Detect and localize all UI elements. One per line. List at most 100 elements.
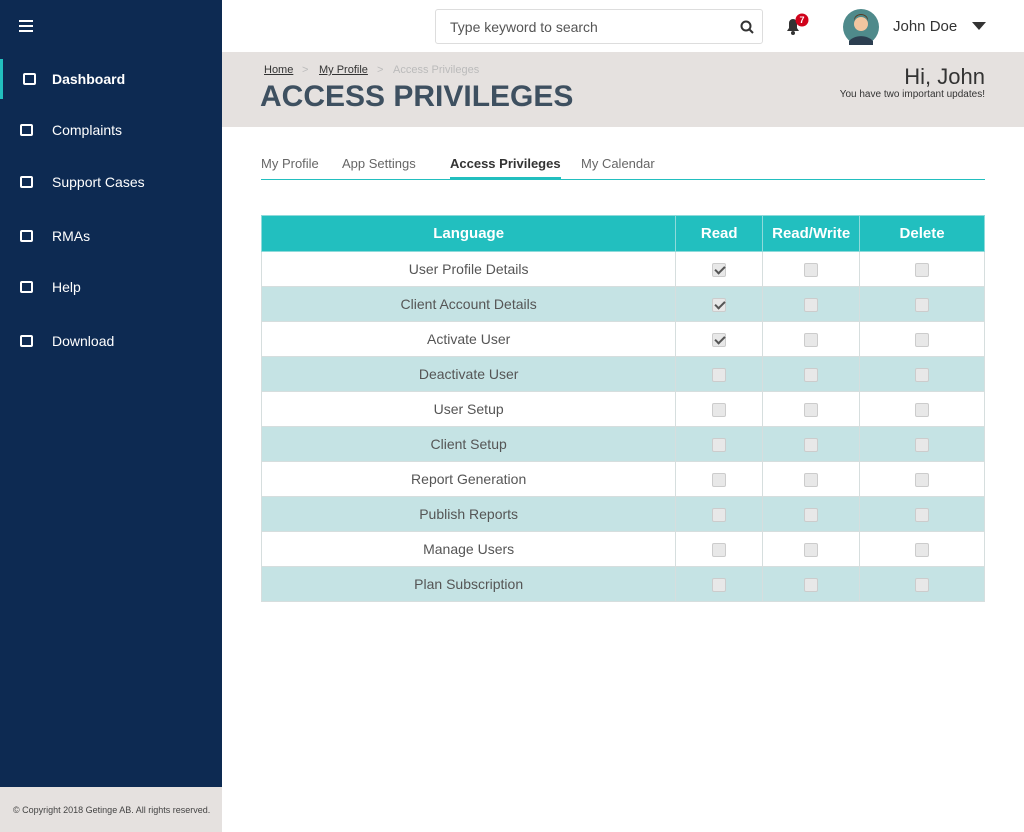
checkbox-cell	[762, 356, 861, 392]
checkbox[interactable]	[712, 333, 727, 348]
nav-label: RMAs	[52, 228, 91, 244]
tab[interactable]: My Calendar	[581, 156, 655, 171]
checkbox-cell	[675, 356, 764, 392]
nav-icon	[23, 73, 36, 85]
checkbox[interactable]	[915, 403, 930, 418]
tab[interactable]: App Settings	[342, 156, 416, 171]
checkbox-cell	[762, 251, 861, 287]
tab-rule	[261, 179, 985, 180]
copyright: © Copyright 2018 Getinge AB. All rights …	[0, 787, 222, 832]
breadcrumb-sep: >	[377, 64, 384, 76]
menu-icon[interactable]	[19, 20, 33, 32]
nav-label: Dashboard	[52, 71, 126, 87]
checkbox[interactable]	[712, 298, 727, 313]
checkbox[interactable]	[915, 298, 930, 313]
checkbox-cell	[675, 461, 764, 497]
privileges-table: Language Read Read/Write Delete User Profile…	[260, 215, 985, 602]
checkbox-cell	[859, 251, 985, 287]
banner: ACCESS PRIVILEGES Hi, John You have two …	[222, 52, 1024, 127]
search-icon[interactable]	[740, 20, 754, 34]
checkbox[interactable]	[712, 508, 727, 523]
checkbox[interactable]	[915, 333, 930, 348]
checkbox[interactable]	[712, 578, 727, 593]
privilege-label: Deactivate User	[260, 356, 677, 392]
checkbox[interactable]	[712, 438, 727, 453]
checkbox[interactable]	[915, 438, 930, 453]
table-row: Publish Reports	[260, 496, 985, 532]
search-input[interactable]: Type keyword to search	[435, 9, 763, 44]
checkbox[interactable]	[804, 403, 819, 418]
checkbox-cell	[675, 391, 764, 427]
column-header: Read	[675, 215, 764, 252]
checkbox[interactable]	[804, 438, 819, 453]
privilege-label: Manage Users	[260, 531, 677, 567]
checkbox-cell	[859, 426, 985, 462]
checkbox-cell	[675, 286, 764, 322]
nav-item[interactable]: RMAs	[0, 216, 222, 256]
privilege-label: Client Account Details	[260, 286, 677, 322]
table-row: Manage Users	[260, 531, 985, 567]
dropdown-caret[interactable]	[972, 22, 986, 31]
nav-label: Support Cases	[52, 174, 145, 190]
checkbox-cell	[762, 426, 861, 462]
nav-item[interactable]: Help	[0, 267, 222, 307]
checkbox[interactable]	[804, 473, 819, 488]
nav-icon	[20, 230, 33, 242]
breadcrumb[interactable]: Home	[264, 64, 294, 76]
table-row: User Profile Details	[260, 251, 985, 287]
checkbox[interactable]	[915, 263, 930, 278]
search-placeholder: Type keyword to search	[450, 18, 598, 35]
greeting: Hi, John	[904, 64, 985, 89]
checkbox[interactable]	[804, 368, 819, 383]
checkbox[interactable]	[804, 508, 819, 523]
checkbox[interactable]	[804, 298, 819, 313]
checkbox-cell	[859, 356, 985, 392]
table-row: Plan Subscription	[260, 566, 985, 602]
bell[interactable]: 7	[784, 12, 812, 36]
checkbox[interactable]	[804, 578, 819, 593]
privilege-label: User Profile Details	[260, 251, 677, 287]
checkbox[interactable]	[712, 543, 727, 558]
nav-icon	[20, 335, 33, 347]
checkbox-cell	[859, 496, 985, 532]
privilege-label: Publish Reports	[260, 496, 677, 532]
checkbox-cell	[859, 566, 985, 602]
nav-icon	[20, 124, 33, 136]
privilege-label: Activate User	[260, 321, 677, 357]
table-row: Deactivate User	[260, 356, 985, 392]
checkbox-cell	[675, 251, 764, 287]
checkbox[interactable]	[915, 508, 930, 523]
checkbox-cell	[762, 321, 861, 357]
nav-item[interactable]: Support Cases	[0, 162, 222, 202]
checkbox[interactable]	[712, 263, 727, 278]
checkbox-cell	[675, 321, 764, 357]
checkbox[interactable]	[804, 263, 819, 278]
tab[interactable]: My Profile	[261, 156, 319, 171]
checkbox-cell	[675, 426, 764, 462]
privilege-label: Report Generation	[260, 461, 677, 497]
checkbox[interactable]	[712, 368, 727, 383]
checkbox[interactable]	[712, 473, 727, 488]
tab[interactable]: Access Privileges	[450, 156, 561, 180]
checkbox-cell	[762, 566, 861, 602]
checkbox[interactable]	[804, 543, 819, 558]
checkbox-cell	[859, 321, 985, 357]
header-row: Language Read Read/Write Delete	[260, 215, 985, 252]
nav-item[interactable]: Download	[0, 321, 222, 361]
column-header: Read/Write	[762, 215, 861, 252]
nav-label: Download	[52, 333, 115, 349]
checkbox[interactable]	[915, 543, 930, 558]
user-name[interactable]: John Doe	[893, 18, 958, 35]
avatar[interactable]	[843, 9, 879, 45]
checkbox-cell	[762, 286, 861, 322]
sidebar: Dashboard Complaints Support Cases RMAs Help…	[0, 0, 222, 832]
nav-item[interactable]: Complaints	[0, 110, 222, 150]
breadcrumb[interactable]: My Profile	[319, 64, 368, 76]
checkbox[interactable]	[915, 473, 930, 488]
checkbox[interactable]	[712, 403, 727, 418]
checkbox[interactable]	[915, 578, 930, 593]
checkbox[interactable]	[915, 368, 930, 383]
nav-item[interactable]: Dashboard	[0, 59, 222, 99]
checkbox[interactable]	[804, 333, 819, 348]
notification-count: 7	[799, 15, 804, 25]
